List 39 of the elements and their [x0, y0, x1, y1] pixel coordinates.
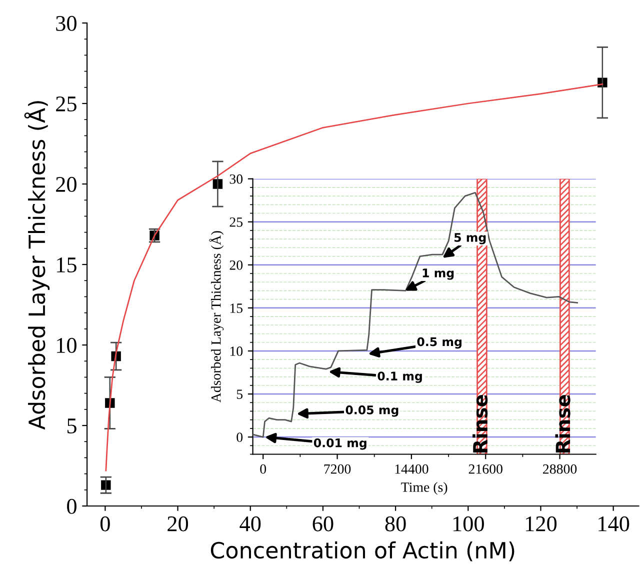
x-tick-label: 7200 [324, 464, 351, 474]
y-axis-title: Adsorbed Layer Thickness (Å) [24, 101, 50, 430]
x-tick-label: 0 [260, 464, 266, 474]
y-tick-label: 15 [57, 258, 76, 272]
y-tick-label: 10 [57, 338, 76, 353]
annotation: 0.01 mg [314, 438, 366, 450]
y-tick-label: 0 [67, 498, 76, 514]
y-tick-label: 5 [68, 418, 76, 434]
band-label: Rinse [555, 394, 570, 452]
annotation: 0.05 mg [346, 405, 398, 417]
y-axis-title: Adsorbed Layer Thickness (Å) [209, 231, 224, 402]
x-tick-label: 20 [168, 516, 188, 532]
x-axis-title: Concentration of Actin (nM) [210, 541, 514, 562]
y-tick-label: 5 [236, 390, 243, 399]
x-tick-label: 40 [240, 516, 261, 532]
x-tick-label: 14400 [395, 464, 428, 474]
x-tick-label: 60 [312, 516, 334, 532]
x-tick-label: 28800 [543, 464, 577, 474]
x-axis-title: Time (s) [401, 482, 448, 495]
annotation: 0.5 mg [417, 337, 462, 349]
annotation: 0.1 mg [378, 372, 422, 383]
y-tick-label: 30 [230, 174, 243, 184]
x-tick-label: 140 [598, 516, 630, 532]
y-tick-label: 20 [230, 260, 243, 270]
y-tick-label: 30 [56, 16, 76, 31]
x-tick-label: 80 [385, 516, 406, 532]
y-tick-label: 15 [230, 304, 243, 313]
y-tick-label: 10 [230, 346, 243, 356]
x-tick-label: 120 [526, 516, 557, 532]
y-tick-label: 25 [56, 96, 76, 112]
x-tick-label: 0 [100, 516, 110, 532]
x-tick-label: 21600 [468, 464, 502, 474]
annotation: 5 mg [454, 233, 486, 244]
y-tick-label: 0 [236, 432, 243, 442]
annotation: 1 mg [422, 268, 454, 280]
y-tick-label: 20 [56, 176, 76, 192]
x-tick-label: 100 [453, 516, 484, 532]
band-label: Rinse [472, 394, 488, 452]
y-tick-label: 25 [230, 217, 243, 227]
